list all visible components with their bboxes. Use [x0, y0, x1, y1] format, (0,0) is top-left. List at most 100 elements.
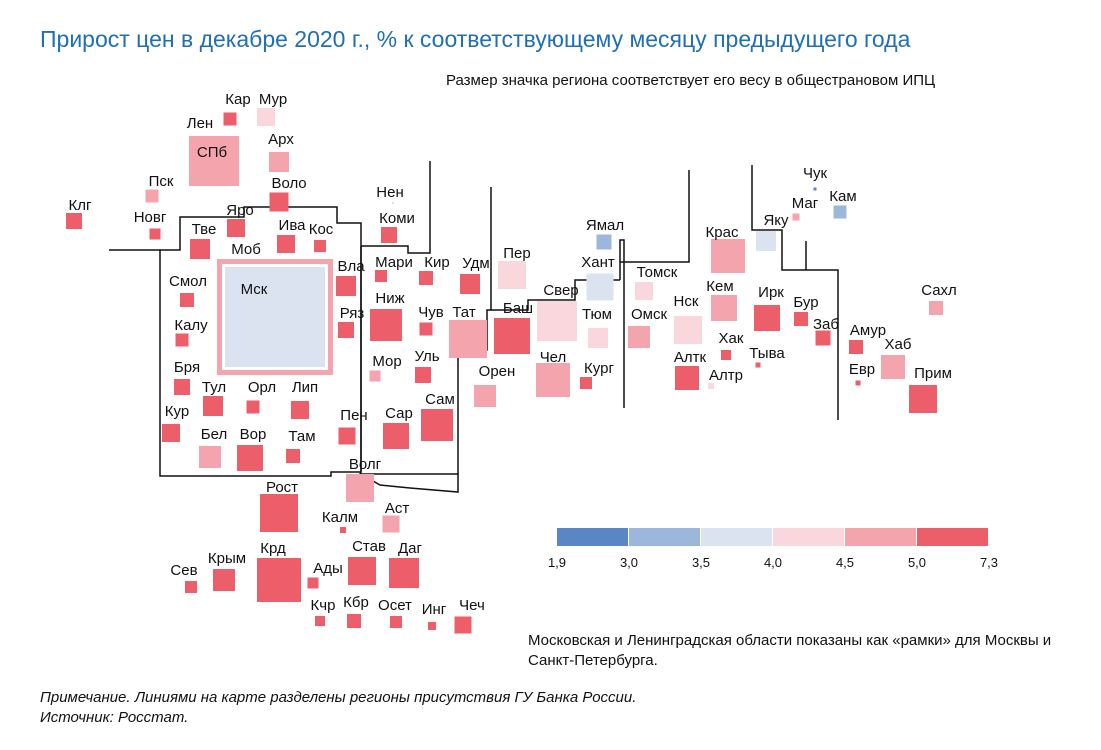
region-label-41: Баш: [503, 300, 533, 317]
framed-region-square-1: [225, 267, 325, 367]
region-square-64: [833, 205, 847, 219]
region-label-46: Кург: [584, 360, 614, 377]
region-label-48: Хант: [581, 254, 615, 271]
region-square-26: [286, 449, 300, 463]
region-label-83: Инг: [422, 601, 447, 618]
region-label-45: Чел: [540, 349, 567, 366]
region-square-16: [336, 276, 356, 296]
region-label-79: Даг: [398, 540, 423, 557]
region-label-28: Коми: [379, 210, 415, 227]
region-label-1: Кар: [225, 91, 250, 108]
district-border-2: [358, 246, 459, 493]
region-label-35: Мор: [372, 353, 401, 370]
region-square-20: [203, 396, 223, 416]
region-label-17: Калу: [174, 317, 208, 334]
scale-tick-label-4: 4,5: [836, 555, 854, 570]
region-square-46: [580, 377, 592, 389]
color-scale: 1,9 3,0 3,5 4,0 4,5 5,0 7,3: [548, 528, 998, 570]
region-square-11: [277, 235, 295, 253]
region-label-15: Смол: [169, 273, 207, 290]
region-square-23: [162, 424, 180, 442]
region-square-72: [340, 527, 346, 533]
region-label-20: Тул: [202, 379, 226, 396]
region-square-81: [347, 614, 361, 628]
region-square-32: [370, 309, 402, 341]
region-label-2: Лен: [187, 115, 213, 132]
region-label-81: Кбр: [343, 594, 369, 611]
scale-tick-label-6: 7,3: [980, 555, 998, 570]
region-label-50: Омск: [631, 306, 667, 323]
region-square-51: [674, 316, 702, 344]
region-square-65: [929, 301, 943, 315]
region-label-69: Прим: [914, 365, 952, 382]
scale-tick-label-1: 3,0: [620, 555, 638, 570]
region-square-40: [498, 261, 526, 289]
region-label-52: Алтк: [674, 349, 707, 366]
region-label-24: Бел: [201, 426, 227, 443]
region-label-37: Пен: [340, 407, 367, 424]
region-square-50: [628, 326, 650, 348]
region-label-55: Кем: [706, 278, 733, 295]
district-border-6: [620, 170, 690, 263]
region-label-8: Новг: [134, 209, 167, 226]
region-square-27: [392, 202, 394, 204]
region-square-22: [291, 401, 309, 419]
region-square-15: [180, 293, 194, 307]
region-square-19: [174, 379, 190, 395]
region-label-66: Амур: [850, 322, 886, 339]
region-square-63: [792, 213, 800, 221]
footnote: Московская и Ленинградская области показ…: [528, 632, 1052, 669]
region-square-6: [66, 213, 82, 229]
region-label-19: Бря: [174, 359, 200, 376]
region-label-14: Мск: [241, 281, 268, 298]
region-square-83: [428, 622, 436, 630]
region-label-73: Аст: [385, 500, 410, 517]
region-square-43: [537, 301, 577, 341]
region-square-53: [708, 383, 714, 389]
region-label-9: Яро: [226, 202, 254, 219]
region-label-57: Тыва: [749, 345, 785, 362]
scale-swatch-5: [917, 528, 988, 546]
region-label-77: Ады: [313, 560, 343, 577]
scale-swatch-1: [629, 528, 700, 546]
region-square-10: [190, 239, 210, 259]
region-label-54: Крас: [706, 224, 739, 241]
region-label-76: Крд: [260, 540, 286, 557]
region-label-63: Маг: [792, 195, 819, 212]
scale-tick-label-2: 3,5: [692, 555, 710, 570]
region-square-12: [314, 240, 326, 252]
district-border-4: [491, 279, 620, 311]
region-square-8: [149, 228, 161, 240]
region-label-13: Моб: [231, 241, 261, 258]
region-square-56: [721, 350, 731, 360]
region-square-68: [855, 380, 861, 386]
region-square-77: [307, 577, 319, 589]
region-square-74: [185, 581, 197, 593]
region-square-55: [711, 295, 737, 321]
region-label-51: Нск: [674, 293, 699, 310]
region-label-44: Тюм: [582, 306, 612, 323]
region-label-80: Кчр: [311, 597, 336, 614]
region-square-1: [223, 112, 237, 126]
region-square-71: [260, 494, 298, 532]
region-square-47: [596, 234, 612, 250]
region-square-49: [635, 282, 653, 300]
region-square-41: [494, 318, 530, 354]
scale-swatch-0: [557, 528, 628, 546]
region-label-49: Томск: [637, 264, 678, 281]
region-label-36: Уль: [414, 348, 439, 365]
region-square-76: [257, 558, 301, 602]
region-label-38: Сар: [385, 405, 413, 422]
region-square-79: [389, 558, 419, 588]
region-label-29: Мари: [375, 254, 413, 271]
region-label-7: Волo: [271, 175, 306, 192]
district-border-7: [751, 165, 839, 420]
region-label-12: Кос: [309, 221, 334, 238]
source-text: Источник: Росстат.: [40, 709, 189, 726]
region-square-18: [338, 322, 354, 338]
district-border-5: [619, 239, 625, 408]
region-label-26: Там: [288, 428, 315, 445]
region-label-6: Клг: [69, 197, 92, 214]
region-label-67: Хаб: [885, 336, 912, 353]
